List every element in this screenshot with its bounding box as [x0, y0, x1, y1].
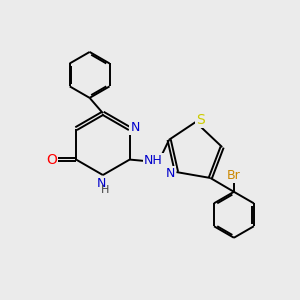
Text: S: S — [196, 113, 205, 127]
Text: N: N — [97, 177, 106, 190]
Text: N: N — [130, 121, 140, 134]
Text: NH: NH — [144, 154, 163, 167]
Text: N: N — [165, 167, 175, 180]
Text: H: H — [101, 185, 109, 195]
Text: Br: Br — [227, 169, 241, 182]
Text: O: O — [46, 153, 57, 166]
